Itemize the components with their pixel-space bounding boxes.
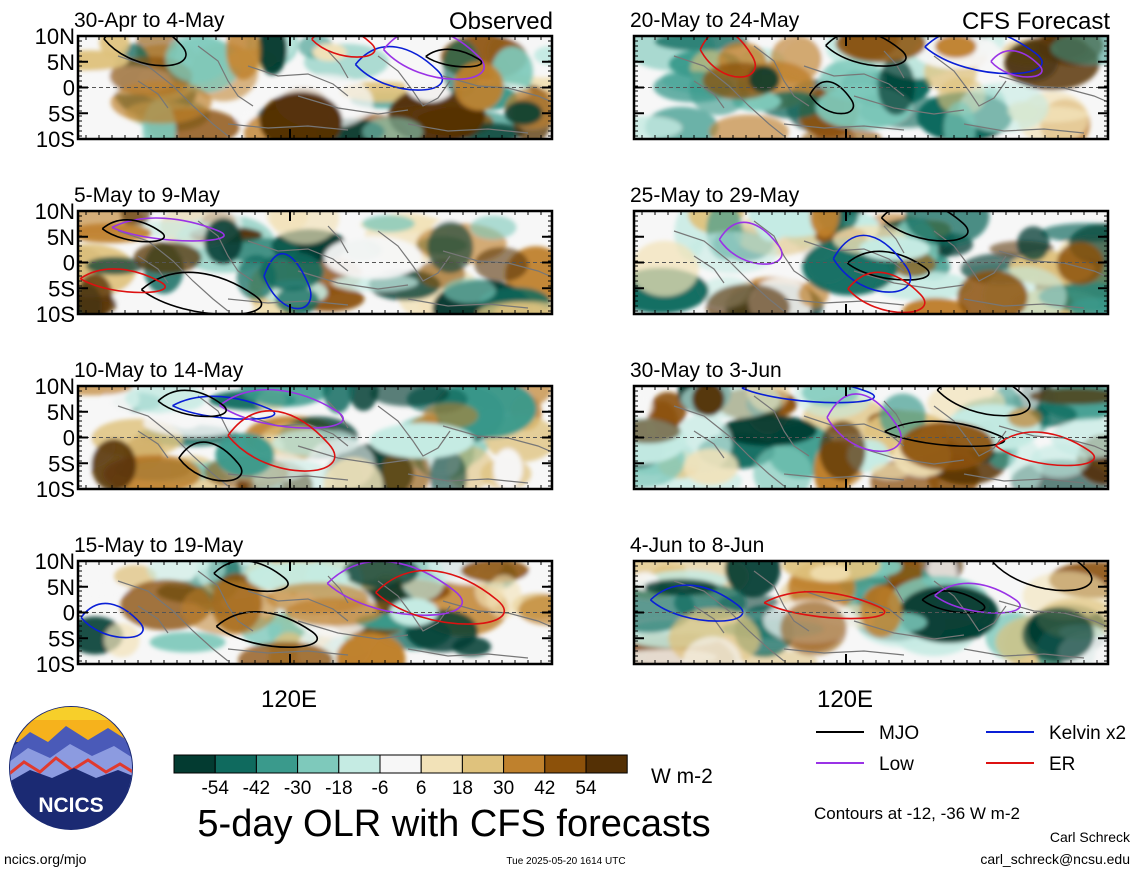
colorbar-tick-label: 30 [493,778,514,799]
contour-note: Contours at -12, -36 W m-2 [814,804,1020,823]
panel-date-label: 20-May to 24-May [630,9,800,32]
colorbar-tick-label: -30 [284,778,311,799]
colorbar-swatch [255,754,299,774]
lat-tick-label: 10N [35,24,75,49]
legend-label: Kelvin x2 [1049,723,1126,744]
lat-tick-label: 5S [48,451,75,476]
figure-title: 5-day OLR with CFS forecasts [197,803,710,845]
colorbar-tick-label: -18 [325,778,352,799]
lat-tick-label: 5S [48,626,75,651]
olr-panel: 25-May to 29-May [630,184,1110,316]
olr-panel: 30-May to 3-Jun [630,359,1110,491]
lat-tick-label: 10N [35,374,75,399]
legend-label: ER [1049,754,1075,775]
colorbar: -54 -42 -30 -18 -6 6 18 30 42 54 [173,754,628,799]
colorbar-tick-label: 6 [416,778,427,799]
colorbar-swatch [503,754,546,774]
lat-tick-label: 5S [48,101,75,126]
site-url: ncics.org/mjo [4,851,87,867]
lat-tick-label: 10S [36,302,75,327]
legend-label: MJO [879,723,919,744]
lat-tick-label: 0 [63,426,75,451]
olr-field [634,561,1108,664]
panel-date-label: 4-Jun to 8-Jun [630,534,764,557]
colorbar-swatch [379,754,422,774]
colorbar-tick-label: -54 [201,778,229,799]
lat-tick-label: 10N [35,549,75,574]
author-email: carl_schreck@ncsu.edu [980,851,1130,867]
olr-field [634,211,1108,314]
olr-field [78,36,552,139]
olr-panel: 20-May to 24-May [630,9,1110,141]
panel-date-label: 5-May to 9-May [74,184,220,207]
ncics-logo: NCICS [9,706,133,830]
lat-tick-label: 0 [63,601,75,626]
panel-date-label: 10-May to 14-May [74,359,244,382]
lat-tick-label: 5N [47,225,75,250]
lat-tick-label: 0 [63,76,75,101]
lat-tick-label: 5N [47,400,75,425]
timestamp: Tue 2025-05-20 1614 UTC [506,856,625,867]
colorbar-swatch [420,754,463,774]
colorbar-swatch [214,754,257,774]
panel-date-label: 30-Apr to 4-May [74,9,225,32]
olr-field [78,561,552,664]
observed-label: Observed [449,8,553,35]
lon-tick-label-right: 120E [817,686,873,713]
lat-tick-label: 10S [36,652,75,677]
colorbar-swatch [297,754,340,774]
lat-tick-label: 0 [63,251,75,276]
lat-tick-label: 10N [35,199,75,224]
olr-field [78,386,552,489]
lat-tick-label: 10S [36,477,75,502]
olr-field [634,386,1108,489]
olr-field [78,211,552,314]
colorbar-tick-label: -42 [243,778,270,799]
colorbar-swatch [461,754,505,774]
panel-date-label: 15-May to 19-May [74,534,244,557]
olr-panel: 4-Jun to 8-Jun [630,534,1110,666]
colorbar-swatch [173,754,216,774]
lon-tick-label-left: 120E [261,686,317,713]
forecast-label: CFS Forecast [962,8,1110,35]
lat-tick-label: 5S [48,276,75,301]
legend: MJO Kelvin x2 Low ER [816,723,1126,775]
olr-field [634,36,1108,139]
colorbar-tick-label: 18 [452,778,473,799]
logo-text: NCICS [38,794,103,817]
colorbar-tick-label: 42 [534,778,555,799]
author-name: Carl Schreck [1050,829,1131,845]
units-label: W m-2 [651,765,713,788]
panel-date-label: 30-May to 3-Jun [630,359,782,382]
colorbar-swatch [544,754,587,774]
colorbar-tick-label: 54 [575,778,597,799]
colorbar-tick-label: -6 [372,778,389,799]
lat-tick-label: 5N [47,575,75,600]
legend-label: Low [879,754,914,775]
lat-tick-label: 10S [36,127,75,152]
colorbar-swatch [585,754,628,774]
panel-date-label: 25-May to 29-May [630,184,800,207]
lat-tick-label: 5N [47,50,75,75]
colorbar-swatch [338,754,381,774]
